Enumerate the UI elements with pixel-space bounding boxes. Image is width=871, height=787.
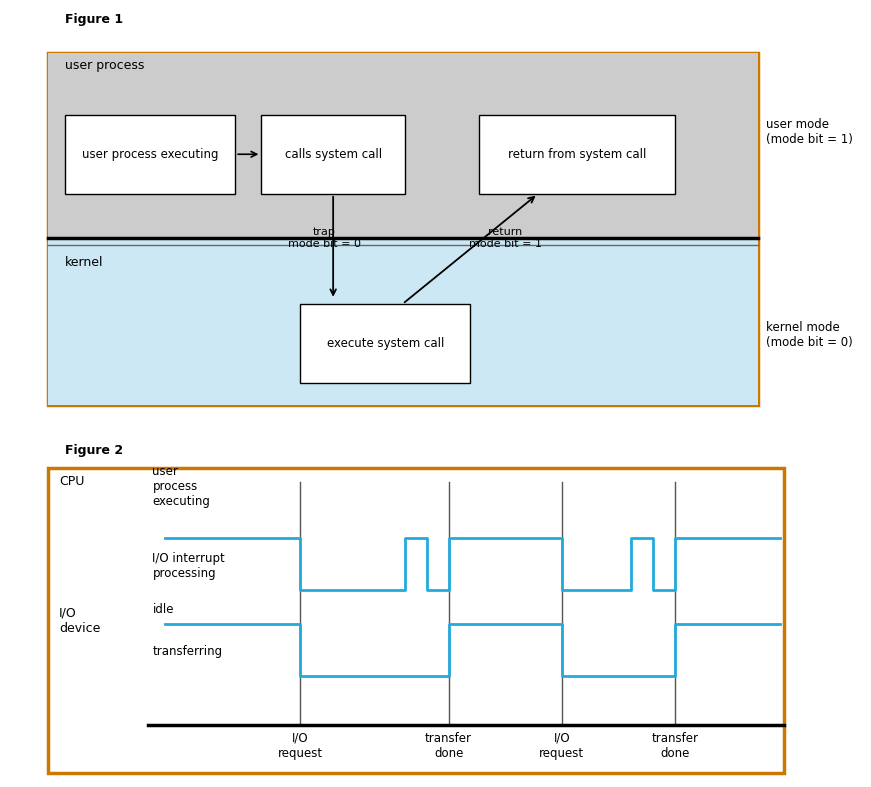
Text: return
mode bit = 1: return mode bit = 1 [469, 227, 542, 249]
Text: Figure 2: Figure 2 [65, 444, 124, 457]
Bar [261, 115, 405, 194]
Bar [48, 468, 784, 773]
Text: execute system call: execute system call [327, 338, 444, 350]
Bar [300, 304, 470, 383]
Text: I/O
device: I/O device [59, 607, 101, 635]
Text: transferring: transferring [152, 645, 223, 658]
Bar [48, 238, 758, 405]
Text: kernel: kernel [65, 256, 104, 268]
Bar [479, 115, 675, 194]
Text: transfer
done: transfer done [425, 732, 472, 759]
Text: Figure 1: Figure 1 [65, 13, 124, 26]
Text: calls system call: calls system call [285, 148, 381, 161]
Text: user process executing: user process executing [82, 148, 219, 161]
Text: kernel mode
(mode bit = 0): kernel mode (mode bit = 0) [766, 321, 854, 349]
Text: I/O
request: I/O request [278, 732, 323, 759]
Text: trap
mode bit = 0: trap mode bit = 0 [288, 227, 361, 249]
Text: idle: idle [152, 604, 174, 616]
Bar [48, 53, 758, 238]
Text: I/O interrupt
processing: I/O interrupt processing [152, 552, 226, 579]
Bar [48, 53, 758, 405]
Text: return from system call: return from system call [508, 148, 646, 161]
Text: user mode
(mode bit = 1): user mode (mode bit = 1) [766, 118, 854, 146]
Bar [65, 115, 235, 194]
Text: CPU: CPU [59, 475, 84, 489]
Text: transfer
done: transfer done [652, 732, 699, 759]
Text: user
process
executing: user process executing [152, 465, 210, 508]
Text: I/O
request: I/O request [539, 732, 584, 759]
Text: user process: user process [65, 60, 145, 72]
